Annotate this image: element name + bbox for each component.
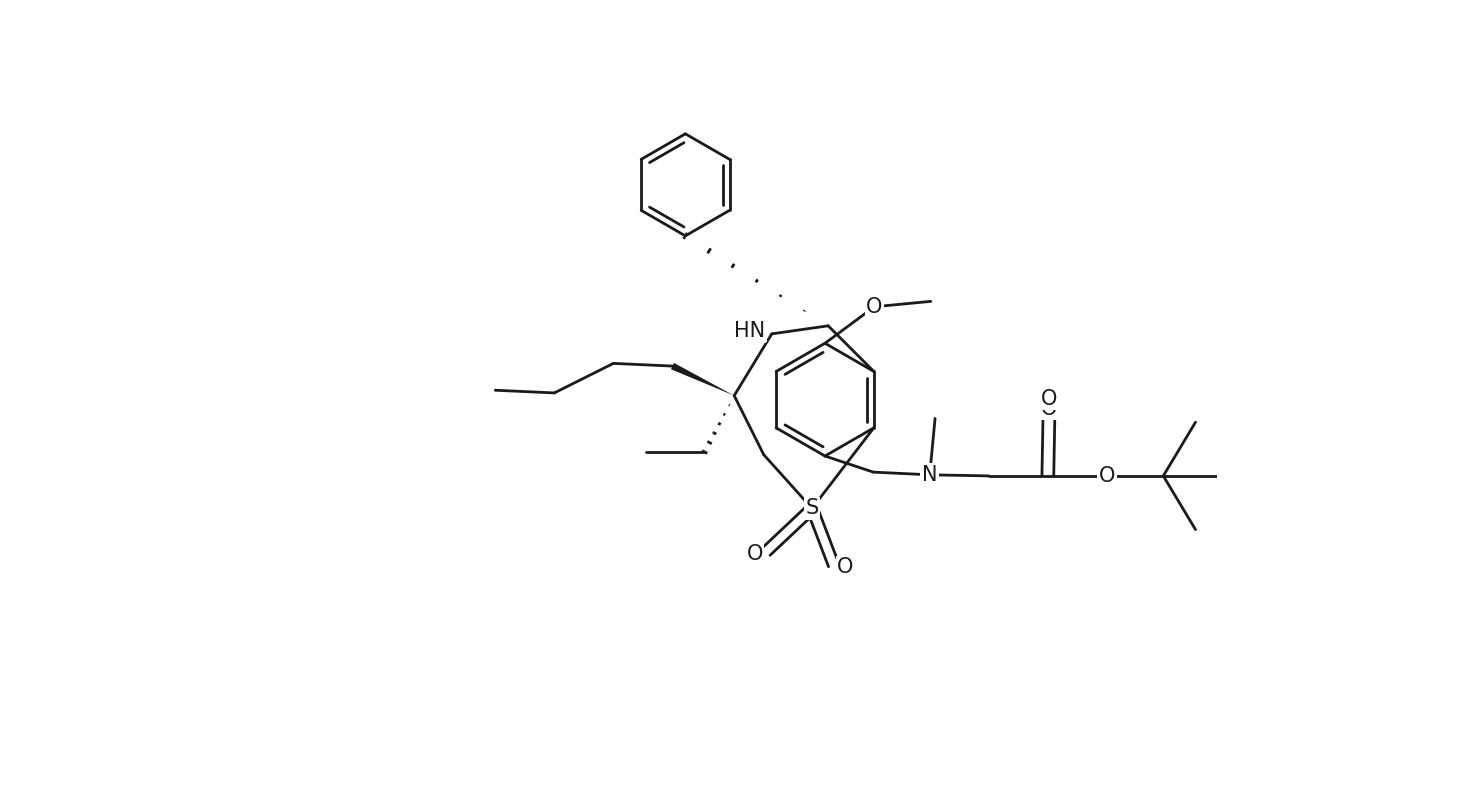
Text: N: N	[922, 465, 938, 485]
Text: O: O	[867, 297, 883, 317]
Text: O: O	[746, 544, 763, 564]
Text: HN: HN	[735, 321, 766, 341]
Text: O: O	[746, 544, 763, 564]
Text: O: O	[837, 557, 853, 577]
Text: S: S	[806, 498, 819, 518]
Text: O: O	[1098, 466, 1114, 486]
Text: O: O	[837, 557, 853, 577]
Text: O: O	[1040, 399, 1057, 419]
Text: S: S	[806, 498, 819, 518]
Text: O: O	[1098, 466, 1114, 486]
Text: N: N	[922, 465, 938, 485]
Text: HN: HN	[733, 321, 764, 341]
Text: O: O	[1040, 389, 1057, 409]
Text: O: O	[867, 297, 883, 317]
Polygon shape	[671, 363, 735, 395]
